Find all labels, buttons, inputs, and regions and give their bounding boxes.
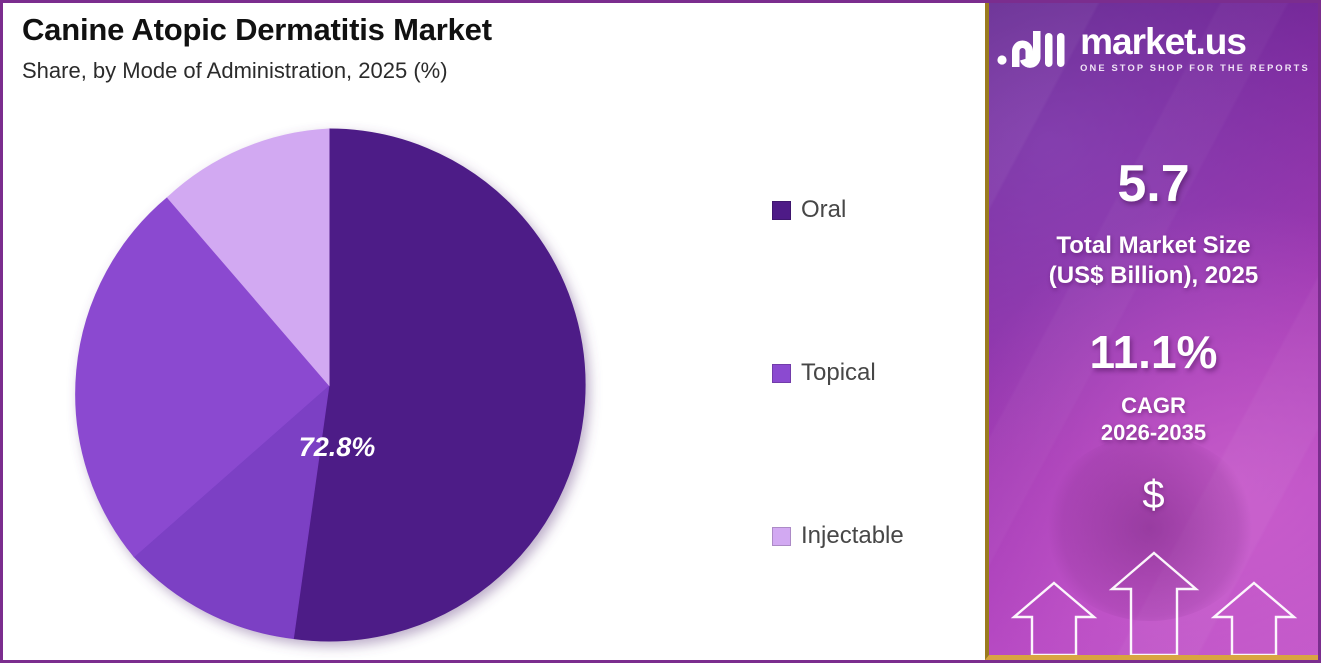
market-size-caption-line1: Total Market Size [1056, 232, 1251, 260]
market-size-caption: Total Market Size (US$ Billion), 2025 [989, 231, 1318, 290]
pie-chart: 72.8% [71, 127, 587, 643]
up-arrow-icon-left [1010, 581, 1097, 655]
sidebar-content: market.us ONE STOP SHOP FOR THE REPORTS … [989, 21, 1318, 518]
legend-item-topical[interactable]: Topical [772, 352, 982, 394]
pie-slice-topical[interactable] [133, 383, 330, 640]
page-title: Canine Atopic Dermatitis Market [22, 12, 492, 47]
brand-sidebar: market.us ONE STOP SHOP FOR THE REPORTS … [985, 3, 1318, 660]
cagr-value: 11.1% [1089, 325, 1218, 378]
chart-panel: Canine Atopic Dermatitis Market Share, b… [3, 3, 988, 660]
legend-swatch-oral [772, 200, 791, 220]
legend-item-oral[interactable]: Oral [772, 189, 982, 231]
up-arrow-icon-right [1210, 581, 1297, 655]
up-arrow-icon-center [1108, 551, 1199, 655]
dollar-icon: $ [1142, 473, 1165, 518]
market-us-logo-icon [997, 30, 1065, 68]
chart-header: Canine Atopic Dermatitis Market Share, b… [22, 11, 922, 85]
legend-label-topical: Topical [801, 359, 876, 386]
legend-label-oral: Oral [801, 196, 847, 223]
pie-chart-svg: 72.8% [75, 128, 586, 642]
pie-slice-label-oral: 72.8% [299, 432, 376, 462]
pie-slices [75, 128, 586, 642]
pie-slice-topical-upper[interactable] [75, 196, 330, 558]
cagr-caption: CAGR 2026-2035 [989, 393, 1318, 447]
cagr-caption-line2: 2026-2035 [1100, 419, 1207, 445]
cagr-caption-line1: CAGR [1121, 392, 1186, 418]
market-us-logo-text: market.us ONE STOP SHOP FOR THE REPORTS [1080, 21, 1310, 74]
logo-wordmark: market.us [1080, 21, 1247, 62]
chart-legend: Oral Topical Injectable [772, 189, 982, 557]
logo-tagline: ONE STOP SHOP FOR THE REPORTS [1080, 63, 1310, 74]
legend-swatch-topical [772, 363, 791, 383]
market-size-value: 5.7 [1117, 155, 1190, 214]
legend-swatch-injectable [772, 526, 791, 546]
market-us-logo[interactable]: market.us ONE STOP SHOP FOR THE REPORTS [989, 21, 1318, 74]
legend-item-injectable[interactable]: Injectable [772, 515, 982, 557]
market-size-caption-line2: (US$ Billion), 2025 [1048, 261, 1259, 289]
pie-slice-injectable[interactable] [166, 128, 330, 387]
pie-slice-oral[interactable] [292, 128, 586, 642]
page-subtitle: Share, by Mode of Administration, 2025 (… [22, 57, 448, 83]
legend-label-injectable: Injectable [801, 522, 904, 549]
growth-arrows [989, 549, 1318, 655]
